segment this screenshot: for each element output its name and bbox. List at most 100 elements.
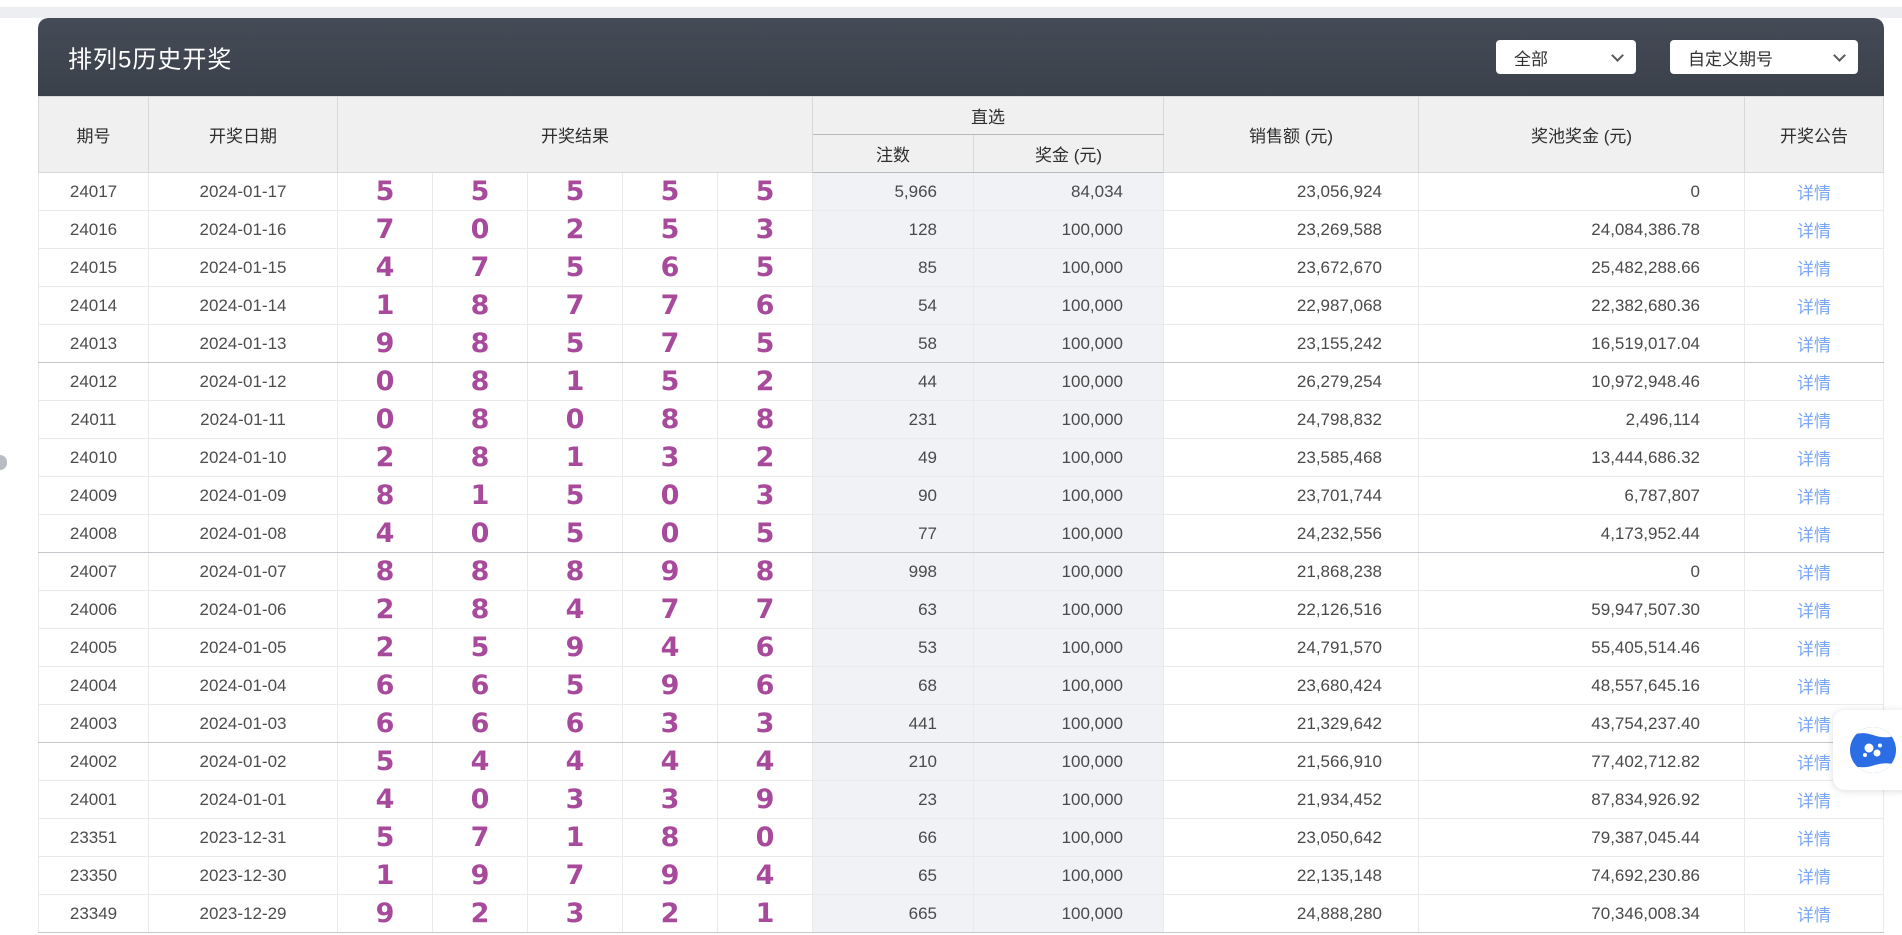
- period-cell: 24016: [38, 210, 149, 249]
- detail-link[interactable]: 详情: [1797, 488, 1832, 507]
- prize-cell: 100,000: [973, 628, 1165, 667]
- detail-link[interactable]: 详情: [1797, 526, 1832, 545]
- custom-period-select-value: 自定义期号: [1688, 49, 1773, 69]
- result-digit-5: 6: [716, 666, 814, 705]
- result-digit-3: 5: [527, 476, 623, 515]
- jackpot-cell: 55,405,514.46: [1418, 628, 1746, 667]
- result-digit-4: 7: [622, 286, 718, 325]
- jackpot-cell: 22,382,680.36: [1418, 286, 1746, 325]
- result-digit-4: 5: [622, 362, 718, 401]
- chevron-down-icon: [1833, 48, 1846, 62]
- detail-link[interactable]: 详情: [1797, 716, 1832, 735]
- custom-period-select[interactable]: 自定义期号: [1670, 40, 1858, 74]
- period-cell: 24015: [38, 248, 149, 287]
- announcement-cell: 详情: [1744, 856, 1884, 895]
- table-row: 24001 2024-01-01 4 0 3 3 9 23 100,000 21…: [38, 780, 1884, 819]
- result-digit-2: 4: [432, 742, 528, 781]
- bets-cell: 66: [812, 818, 975, 857]
- detail-link[interactable]: 详情: [1797, 260, 1832, 279]
- detail-link[interactable]: 详情: [1797, 374, 1832, 393]
- result-digit-2: 5: [432, 628, 528, 667]
- date-cell: 2024-01-16: [148, 210, 338, 249]
- sales-cell: 22,126,516: [1163, 590, 1420, 629]
- result-digit-5: 9: [716, 780, 814, 819]
- detail-link[interactable]: 详情: [1797, 754, 1832, 773]
- bets-cell: 54: [812, 286, 975, 325]
- table-row: 24014 2024-01-14 1 8 7 7 6 54 100,000 22…: [38, 286, 1884, 325]
- announcement-cell: 详情: [1744, 210, 1884, 249]
- result-digit-3: 1: [527, 362, 623, 401]
- page-title: 排列5历史开奖: [68, 46, 233, 74]
- result-digit-4: 3: [622, 780, 718, 819]
- sales-cell: 23,672,670: [1163, 248, 1420, 287]
- result-digit-2: 2: [432, 894, 528, 933]
- result-digit-2: 6: [432, 704, 528, 743]
- detail-link[interactable]: 详情: [1797, 792, 1832, 811]
- result-digit-3: 1: [527, 818, 623, 857]
- jackpot-cell: 43,754,237.40: [1418, 704, 1746, 743]
- period-cell: 24007: [38, 552, 149, 591]
- date-cell: 2024-01-08: [148, 514, 338, 553]
- result-digit-4: 2: [622, 894, 718, 933]
- bets-cell: 210: [812, 742, 975, 781]
- result-digit-5: 4: [716, 742, 814, 781]
- bets-cell: 49: [812, 438, 975, 477]
- result-digit-2: 8: [432, 400, 528, 439]
- result-digit-1: 9: [337, 324, 433, 363]
- jackpot-cell: 74,692,230.86: [1418, 856, 1746, 895]
- result-digit-1: 1: [337, 856, 433, 895]
- date-cell: 2024-01-05: [148, 628, 338, 667]
- result-digit-1: 0: [337, 400, 433, 439]
- jackpot-cell: 79,387,045.44: [1418, 818, 1746, 857]
- date-cell: 2024-01-07: [148, 552, 338, 591]
- date-cell: 2024-01-02: [148, 742, 338, 781]
- detail-link[interactable]: 详情: [1797, 450, 1832, 469]
- detail-link[interactable]: 详情: [1797, 336, 1832, 355]
- detail-link[interactable]: 详情: [1797, 602, 1832, 621]
- table-row: 24006 2024-01-06 2 8 4 7 7 63 100,000 22…: [38, 590, 1884, 629]
- result-digit-4: 5: [622, 172, 718, 211]
- detail-link[interactable]: 详情: [1797, 222, 1832, 241]
- table-row: 24012 2024-01-12 0 8 1 5 2 44 100,000 26…: [38, 362, 1884, 401]
- table-row: 24005 2024-01-05 2 5 9 4 6 53 100,000 24…: [38, 628, 1884, 667]
- result-digit-5: 2: [716, 438, 814, 477]
- date-cell: 2023-12-29: [148, 894, 338, 933]
- range-select[interactable]: 全部: [1496, 40, 1636, 74]
- result-digit-2: 7: [432, 818, 528, 857]
- period-cell: 24014: [38, 286, 149, 325]
- collapsed-panel-handle[interactable]: [0, 455, 7, 470]
- detail-link[interactable]: 详情: [1797, 906, 1832, 925]
- col-header-announcement: 开奖公告: [1744, 96, 1884, 173]
- detail-link[interactable]: 详情: [1797, 678, 1832, 697]
- col-header-bets: 注数: [812, 134, 975, 173]
- prize-cell: 100,000: [973, 286, 1165, 325]
- detail-link[interactable]: 详情: [1797, 184, 1832, 203]
- detail-link[interactable]: 详情: [1797, 640, 1832, 659]
- table-row: 24013 2024-01-13 9 8 5 7 5 58 100,000 23…: [38, 324, 1884, 363]
- result-digit-4: 3: [622, 704, 718, 743]
- prize-cell: 100,000: [973, 894, 1165, 933]
- detail-link[interactable]: 详情: [1797, 564, 1832, 583]
- detail-link[interactable]: 详情: [1797, 298, 1832, 317]
- result-digit-4: 8: [622, 400, 718, 439]
- prize-cell: 100,000: [973, 666, 1165, 705]
- date-cell: 2024-01-12: [148, 362, 338, 401]
- result-digit-1: 5: [337, 818, 433, 857]
- jackpot-cell: 87,834,926.92: [1418, 780, 1746, 819]
- prize-cell: 84,034: [973, 172, 1165, 211]
- result-digit-1: 6: [337, 704, 433, 743]
- chevron-down-icon: [1611, 48, 1624, 62]
- period-cell: 24005: [38, 628, 149, 667]
- detail-link[interactable]: 详情: [1797, 830, 1832, 849]
- bets-cell: 128: [812, 210, 975, 249]
- floating-service-widget[interactable]: [1833, 710, 1902, 790]
- detail-link[interactable]: 详情: [1797, 412, 1832, 431]
- announcement-cell: 详情: [1744, 172, 1884, 211]
- jackpot-cell: 48,557,645.16: [1418, 666, 1746, 705]
- jackpot-cell: 2,496,114: [1418, 400, 1746, 439]
- period-cell: 24012: [38, 362, 149, 401]
- result-digit-3: 4: [527, 742, 623, 781]
- col-header-zhixuan-group: 直选: [812, 96, 1165, 135]
- detail-link[interactable]: 详情: [1797, 868, 1832, 887]
- announcement-cell: 详情: [1744, 400, 1884, 439]
